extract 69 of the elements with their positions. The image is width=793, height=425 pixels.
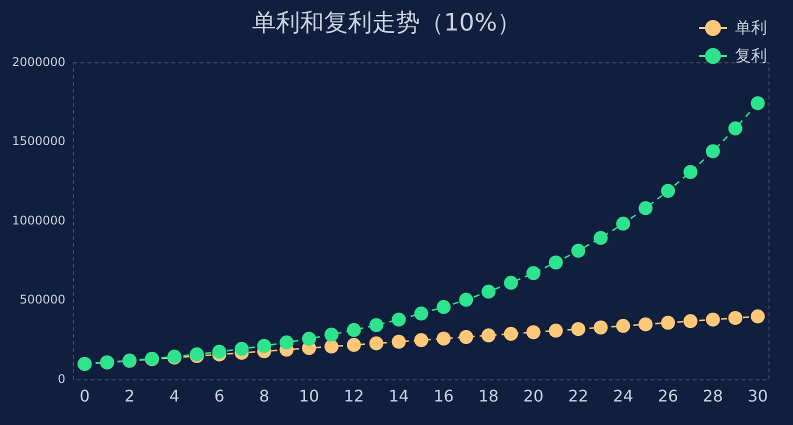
point bbox=[571, 322, 586, 336]
point bbox=[436, 332, 451, 346]
point bbox=[369, 318, 384, 332]
point bbox=[728, 310, 742, 325]
point bbox=[414, 306, 428, 321]
point bbox=[346, 338, 361, 352]
x-tick-label: 30 bbox=[748, 386, 768, 406]
point bbox=[392, 334, 406, 349]
x-tick-label: 2 bbox=[124, 386, 135, 406]
point bbox=[436, 300, 451, 314]
y-tick-label: 500000 bbox=[20, 292, 66, 307]
point bbox=[616, 318, 630, 333]
y-tick-label: 1500000 bbox=[12, 134, 66, 148]
y-tick-label: 0 bbox=[58, 372, 66, 386]
point bbox=[324, 328, 338, 342]
point bbox=[482, 328, 496, 342]
point bbox=[459, 330, 474, 344]
point bbox=[212, 344, 226, 359]
x-tick-label: 28 bbox=[702, 386, 724, 406]
x-tick-label: 0 bbox=[80, 386, 90, 406]
x-tick-label: 18 bbox=[478, 386, 499, 406]
point bbox=[302, 332, 316, 346]
point bbox=[706, 144, 720, 158]
point bbox=[594, 320, 608, 334]
point bbox=[280, 335, 294, 350]
point bbox=[548, 256, 563, 270]
point bbox=[661, 184, 676, 198]
point bbox=[369, 336, 384, 350]
point bbox=[750, 309, 765, 324]
point bbox=[526, 266, 540, 280]
point bbox=[392, 312, 406, 327]
x-tick-label: 22 bbox=[568, 386, 588, 406]
legend-label: 单利 bbox=[735, 18, 767, 38]
point bbox=[683, 165, 698, 180]
point bbox=[504, 276, 518, 290]
x-tick-label: 26 bbox=[658, 386, 678, 406]
y-tick-label: 2000000 bbox=[12, 54, 66, 69]
chart-title: 单利和复利走势（10%） bbox=[252, 8, 522, 37]
point bbox=[571, 244, 586, 258]
point bbox=[683, 314, 698, 328]
point bbox=[526, 325, 540, 340]
x-tick-label: 24 bbox=[612, 386, 634, 406]
point bbox=[482, 284, 496, 299]
point bbox=[750, 96, 765, 110]
point bbox=[257, 338, 272, 353]
point bbox=[661, 316, 676, 330]
y-tick-label: 1000000 bbox=[12, 213, 66, 228]
point bbox=[324, 340, 338, 354]
point bbox=[706, 312, 720, 327]
point bbox=[234, 342, 249, 356]
x-tick-label: 6 bbox=[214, 386, 224, 406]
x-tick-label: 12 bbox=[344, 386, 364, 406]
point bbox=[548, 324, 563, 338]
x-tick-label: 10 bbox=[298, 386, 320, 406]
point bbox=[346, 323, 361, 338]
x-tick-label: 16 bbox=[433, 386, 454, 406]
point bbox=[728, 121, 742, 136]
point bbox=[616, 216, 630, 231]
x-tick-label: 14 bbox=[388, 386, 409, 406]
x-tick-label: 4 bbox=[169, 386, 180, 406]
point bbox=[459, 292, 474, 307]
point bbox=[504, 326, 518, 341]
point bbox=[638, 317, 653, 332]
x-tick-label: 8 bbox=[259, 386, 270, 406]
point bbox=[414, 333, 428, 348]
legend-label: 复利 bbox=[735, 46, 767, 66]
point bbox=[638, 201, 653, 216]
point bbox=[594, 230, 608, 245]
x-tick-label: 20 bbox=[523, 386, 544, 406]
